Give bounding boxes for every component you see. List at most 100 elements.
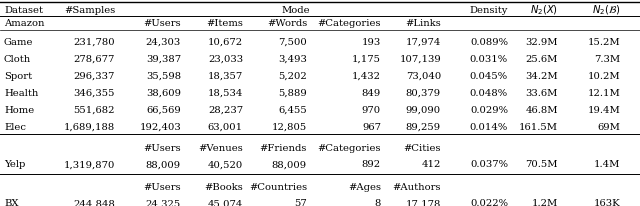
Text: 296,337: 296,337 [74, 71, 115, 80]
Text: #Countries: #Countries [249, 182, 307, 191]
Text: 12.1M: 12.1M [588, 88, 620, 97]
Text: Elec: Elec [4, 122, 26, 131]
Text: 46.8M: 46.8M [525, 105, 558, 114]
Text: 1,689,188: 1,689,188 [64, 122, 115, 131]
Text: 99,090: 99,090 [406, 105, 441, 114]
Text: 18,357: 18,357 [208, 71, 243, 80]
Text: Cloth: Cloth [4, 54, 31, 63]
Text: 24,325: 24,325 [146, 198, 181, 206]
Text: #Books: #Books [204, 182, 243, 191]
Text: 39,387: 39,387 [146, 54, 181, 63]
Text: 3,493: 3,493 [278, 54, 307, 63]
Text: 1.2M: 1.2M [532, 198, 558, 206]
Text: 25.6M: 25.6M [525, 54, 558, 63]
Text: 89,259: 89,259 [406, 122, 441, 131]
Text: #Categories: #Categories [317, 19, 381, 28]
Text: 0.037%: 0.037% [470, 159, 508, 168]
Text: #Users: #Users [143, 19, 181, 28]
Text: 69M: 69M [597, 122, 620, 131]
Text: 967: 967 [362, 122, 381, 131]
Text: 8: 8 [374, 198, 381, 206]
Text: 244,848: 244,848 [73, 198, 115, 206]
Text: Mode: Mode [282, 6, 310, 14]
Text: #Venues: #Venues [198, 144, 243, 152]
Text: 63,001: 63,001 [208, 122, 243, 131]
Text: 18,534: 18,534 [207, 88, 243, 97]
Text: Amazon: Amazon [4, 19, 45, 28]
Text: 346,355: 346,355 [74, 88, 115, 97]
Text: Density: Density [470, 6, 508, 14]
Text: $N_2(\mathcal{B})$: $N_2(\mathcal{B})$ [591, 3, 620, 17]
Text: #Ages: #Ages [348, 182, 381, 191]
Text: 0.031%: 0.031% [470, 54, 508, 63]
Text: Sport: Sport [4, 71, 32, 80]
Text: 12,805: 12,805 [272, 122, 307, 131]
Text: 161.5M: 161.5M [519, 122, 558, 131]
Text: 88,009: 88,009 [146, 159, 181, 168]
Text: 892: 892 [362, 159, 381, 168]
Text: 193: 193 [362, 37, 381, 46]
Text: #Items: #Items [206, 19, 243, 28]
Text: Health: Health [4, 88, 38, 97]
Text: 45,074: 45,074 [207, 198, 243, 206]
Text: 38,609: 38,609 [146, 88, 181, 97]
Text: BX: BX [4, 198, 19, 206]
Text: 19.4M: 19.4M [588, 105, 620, 114]
Text: #Links: #Links [405, 19, 441, 28]
Text: 17,178: 17,178 [406, 198, 441, 206]
Text: 70.5M: 70.5M [525, 159, 558, 168]
Text: 278,677: 278,677 [74, 54, 115, 63]
Text: 231,780: 231,780 [74, 37, 115, 46]
Text: 0.014%: 0.014% [470, 122, 508, 131]
Text: 1,319,870: 1,319,870 [63, 159, 115, 168]
Text: 107,139: 107,139 [399, 54, 441, 63]
Text: 163K: 163K [593, 198, 620, 206]
Text: 17,974: 17,974 [406, 37, 441, 46]
Text: #Categories: #Categories [317, 144, 381, 152]
Text: 0.089%: 0.089% [470, 37, 508, 46]
Text: 0.022%: 0.022% [470, 198, 508, 206]
Text: #Users: #Users [143, 144, 181, 152]
Text: 412: 412 [422, 159, 441, 168]
Text: #Users: #Users [143, 182, 181, 191]
Text: 5,202: 5,202 [278, 71, 307, 80]
Text: 80,379: 80,379 [406, 88, 441, 97]
Text: Dataset: Dataset [4, 6, 43, 14]
Text: 23,033: 23,033 [208, 54, 243, 63]
Text: 0.045%: 0.045% [470, 71, 508, 80]
Text: 28,237: 28,237 [208, 105, 243, 114]
Text: 7.3M: 7.3M [594, 54, 620, 63]
Text: 10.2M: 10.2M [588, 71, 620, 80]
Text: 7,500: 7,500 [278, 37, 307, 46]
Text: $N_2(X)$: $N_2(X)$ [530, 3, 558, 17]
Text: 24,303: 24,303 [146, 37, 181, 46]
Text: 0.029%: 0.029% [470, 105, 508, 114]
Text: 15.2M: 15.2M [588, 37, 620, 46]
Text: Game: Game [4, 37, 33, 46]
Text: 10,672: 10,672 [208, 37, 243, 46]
Text: #Cities: #Cities [403, 144, 441, 152]
Text: 32.9M: 32.9M [525, 37, 558, 46]
Text: 192,403: 192,403 [140, 122, 181, 131]
Text: 73,040: 73,040 [406, 71, 441, 80]
Text: 35,598: 35,598 [146, 71, 181, 80]
Text: 849: 849 [362, 88, 381, 97]
Text: #Friends: #Friends [260, 144, 307, 152]
Text: 34.2M: 34.2M [525, 71, 558, 80]
Text: 40,520: 40,520 [208, 159, 243, 168]
Text: 57: 57 [294, 198, 307, 206]
Text: 1,175: 1,175 [352, 54, 381, 63]
Text: 33.6M: 33.6M [525, 88, 558, 97]
Text: 6,455: 6,455 [278, 105, 307, 114]
Text: #Authors: #Authors [392, 182, 441, 191]
Text: #Samples: #Samples [64, 6, 115, 14]
Text: 970: 970 [362, 105, 381, 114]
Text: 1,432: 1,432 [352, 71, 381, 80]
Text: Home: Home [4, 105, 35, 114]
Text: 0.048%: 0.048% [470, 88, 508, 97]
Text: 66,569: 66,569 [147, 105, 181, 114]
Text: 5,889: 5,889 [278, 88, 307, 97]
Text: 88,009: 88,009 [272, 159, 307, 168]
Text: 551,682: 551,682 [74, 105, 115, 114]
Text: #Words: #Words [267, 19, 307, 28]
